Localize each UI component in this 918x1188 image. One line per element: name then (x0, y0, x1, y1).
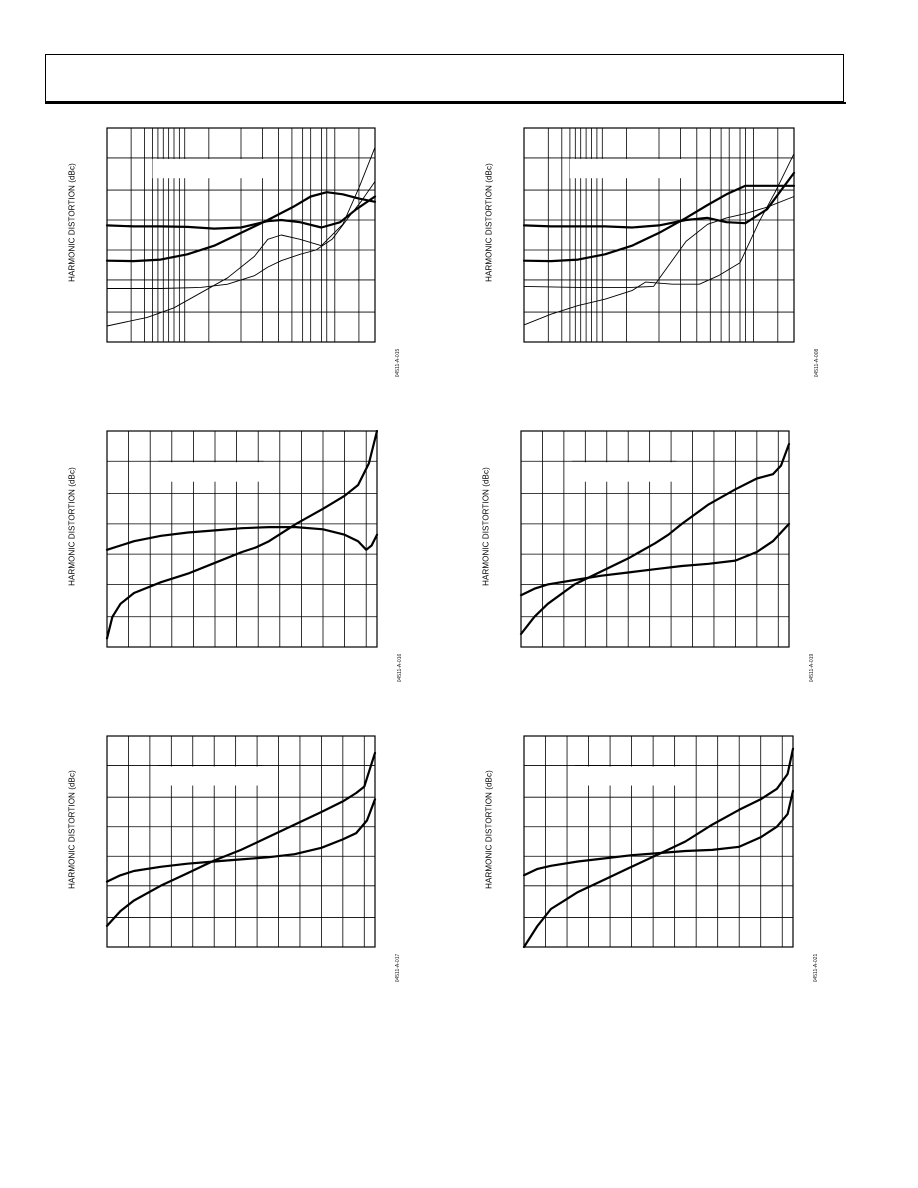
plot-frame (520, 430, 790, 648)
series-line-2 (105, 429, 379, 640)
series-line-2 (519, 442, 791, 636)
plot-frame (523, 127, 795, 343)
harmonic-distortion-chart-6 (522, 735, 795, 949)
legend-area (152, 158, 274, 179)
header-rule (45, 102, 846, 104)
series-line-3 (106, 147, 376, 327)
page-header (45, 54, 844, 102)
plot-frame (106, 735, 376, 948)
legend-area (569, 766, 691, 786)
harmonic-distortion-chart-4 (519, 430, 791, 648)
series-line-1 (105, 525, 379, 551)
y-axis-label: HARMONIC DISTORTION (dBc) (484, 163, 494, 282)
series-line-1 (522, 789, 795, 877)
plot-frame (106, 127, 376, 343)
series-line-3 (523, 196, 795, 288)
figure-id: 04511-A-008 (814, 348, 820, 378)
legend-area (569, 158, 692, 179)
y-axis-label: HARMONIC DISTORTION (dBc) (481, 466, 491, 586)
harmonic-distortion-chart-2 (522, 127, 796, 343)
harmonic-distortion-chart-3 (105, 429, 379, 648)
series-line-1 (105, 798, 377, 883)
figure-id: 04511-A-021 (813, 953, 819, 983)
figure-id: 04511-A-019 (809, 653, 815, 683)
plot-frame (106, 430, 378, 648)
figure-id: 04511-A-017 (395, 953, 401, 983)
legend-area (152, 766, 274, 786)
y-axis-label: HARMONIC DISTORTION (dBc) (67, 163, 77, 282)
figure-id: 04511-A-016 (397, 653, 403, 683)
legend-area (152, 462, 275, 482)
figure-id: 04511-A-015 (395, 348, 401, 378)
series-line-2 (522, 747, 795, 949)
series-line-1 (519, 522, 791, 597)
y-axis-label: HARMONIC DISTORTION (dBc) (484, 769, 494, 889)
harmonic-distortion-chart-1 (105, 127, 377, 343)
y-axis-label: HARMONIC DISTORTION (dBc) (67, 769, 77, 889)
series-line-4 (107, 181, 376, 289)
plot-frame (523, 735, 794, 948)
series-line-2 (105, 191, 377, 263)
series-line-4 (523, 153, 795, 326)
series-line-1 (522, 171, 796, 229)
y-axis-label: HARMONIC DISTORTION (dBc) (67, 466, 77, 586)
series-line-2 (522, 184, 796, 263)
harmonic-distortion-chart-5 (105, 735, 377, 948)
legend-area (566, 462, 688, 482)
series-line-2 (105, 751, 377, 927)
